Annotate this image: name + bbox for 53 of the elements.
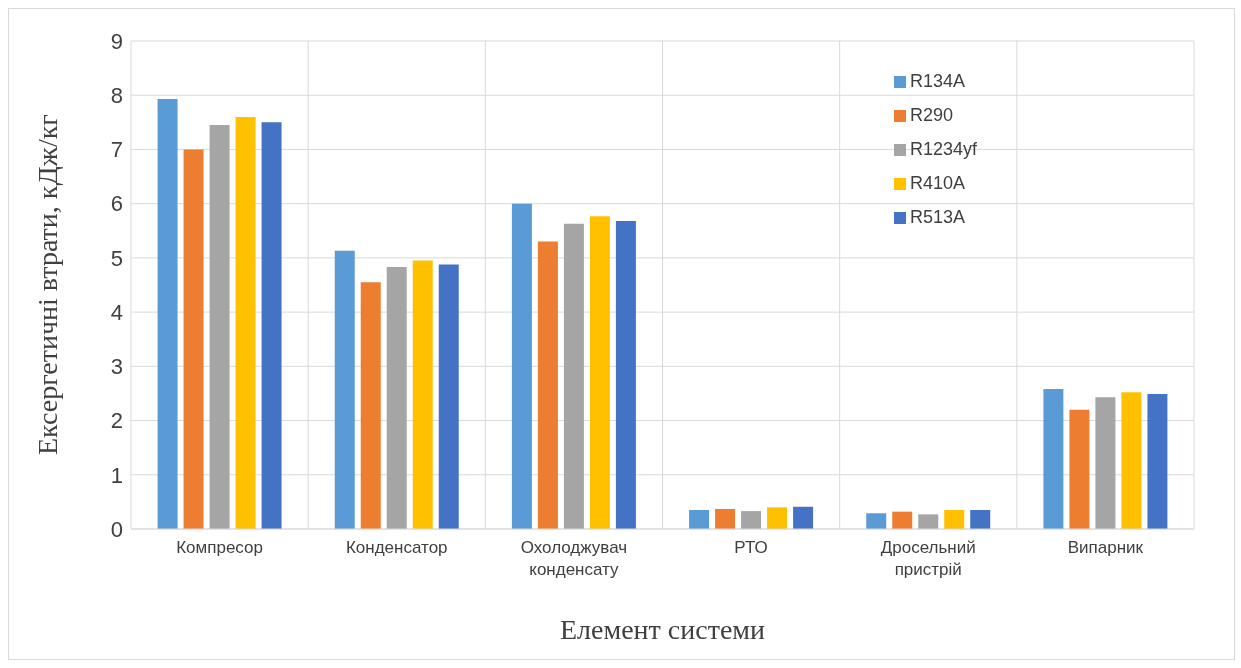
y-tick-label: 3 — [110, 354, 123, 380]
bar — [944, 510, 965, 529]
bar — [866, 513, 887, 529]
bar — [537, 241, 558, 529]
x-axis-title: Елемент системи — [559, 614, 766, 645]
x-tick-label: Компресор — [176, 538, 263, 557]
x-tick-label: Конденсатор — [345, 538, 448, 557]
bar — [261, 122, 282, 529]
bar — [918, 514, 939, 529]
bar — [793, 506, 814, 529]
legend-label: R410A — [910, 173, 966, 193]
bar — [1069, 409, 1090, 529]
bar — [892, 511, 913, 529]
bar — [334, 250, 355, 529]
bar — [1095, 397, 1116, 529]
bar — [511, 203, 532, 529]
bar — [386, 267, 407, 529]
legend-label: R134A — [910, 71, 966, 91]
bar — [412, 260, 433, 529]
y-tick-label: 4 — [110, 299, 123, 325]
legend-label: R290 — [910, 105, 954, 125]
bar — [1147, 393, 1168, 529]
legend-label: R513A — [910, 207, 966, 227]
y-tick-label: 0 — [110, 516, 123, 542]
y-axis-title: Ексергетичні втрати, кДж/кг — [31, 114, 63, 455]
x-tick-label: РТО — [734, 538, 768, 557]
bar — [970, 510, 991, 529]
bar — [157, 99, 178, 529]
bar — [209, 125, 230, 529]
bar — [767, 507, 788, 529]
bar — [563, 223, 584, 529]
y-tick-label: 6 — [110, 191, 123, 217]
bar — [438, 264, 459, 529]
y-tick-label: 1 — [110, 462, 123, 488]
x-tick-label: Випарник — [1067, 538, 1144, 557]
legend-label: R1234yf — [910, 139, 978, 159]
y-tick-label: 2 — [110, 408, 123, 434]
y-tick-label: 5 — [110, 245, 123, 271]
y-tick-label: 9 — [110, 28, 123, 54]
y-tick-label: 8 — [110, 83, 123, 109]
bar — [689, 510, 710, 529]
bar — [589, 216, 610, 529]
bar — [615, 221, 636, 529]
bar — [183, 149, 204, 529]
x-tick-label: Дросельний пристрій — [880, 538, 976, 579]
bar — [741, 511, 762, 529]
x-tick-label: Охолоджувач конденсату — [520, 538, 628, 579]
bar — [715, 508, 736, 529]
bar — [235, 116, 256, 529]
y-tick-label: 7 — [110, 137, 123, 163]
bar — [360, 282, 381, 529]
bar — [1043, 389, 1064, 529]
bar — [1121, 392, 1142, 529]
